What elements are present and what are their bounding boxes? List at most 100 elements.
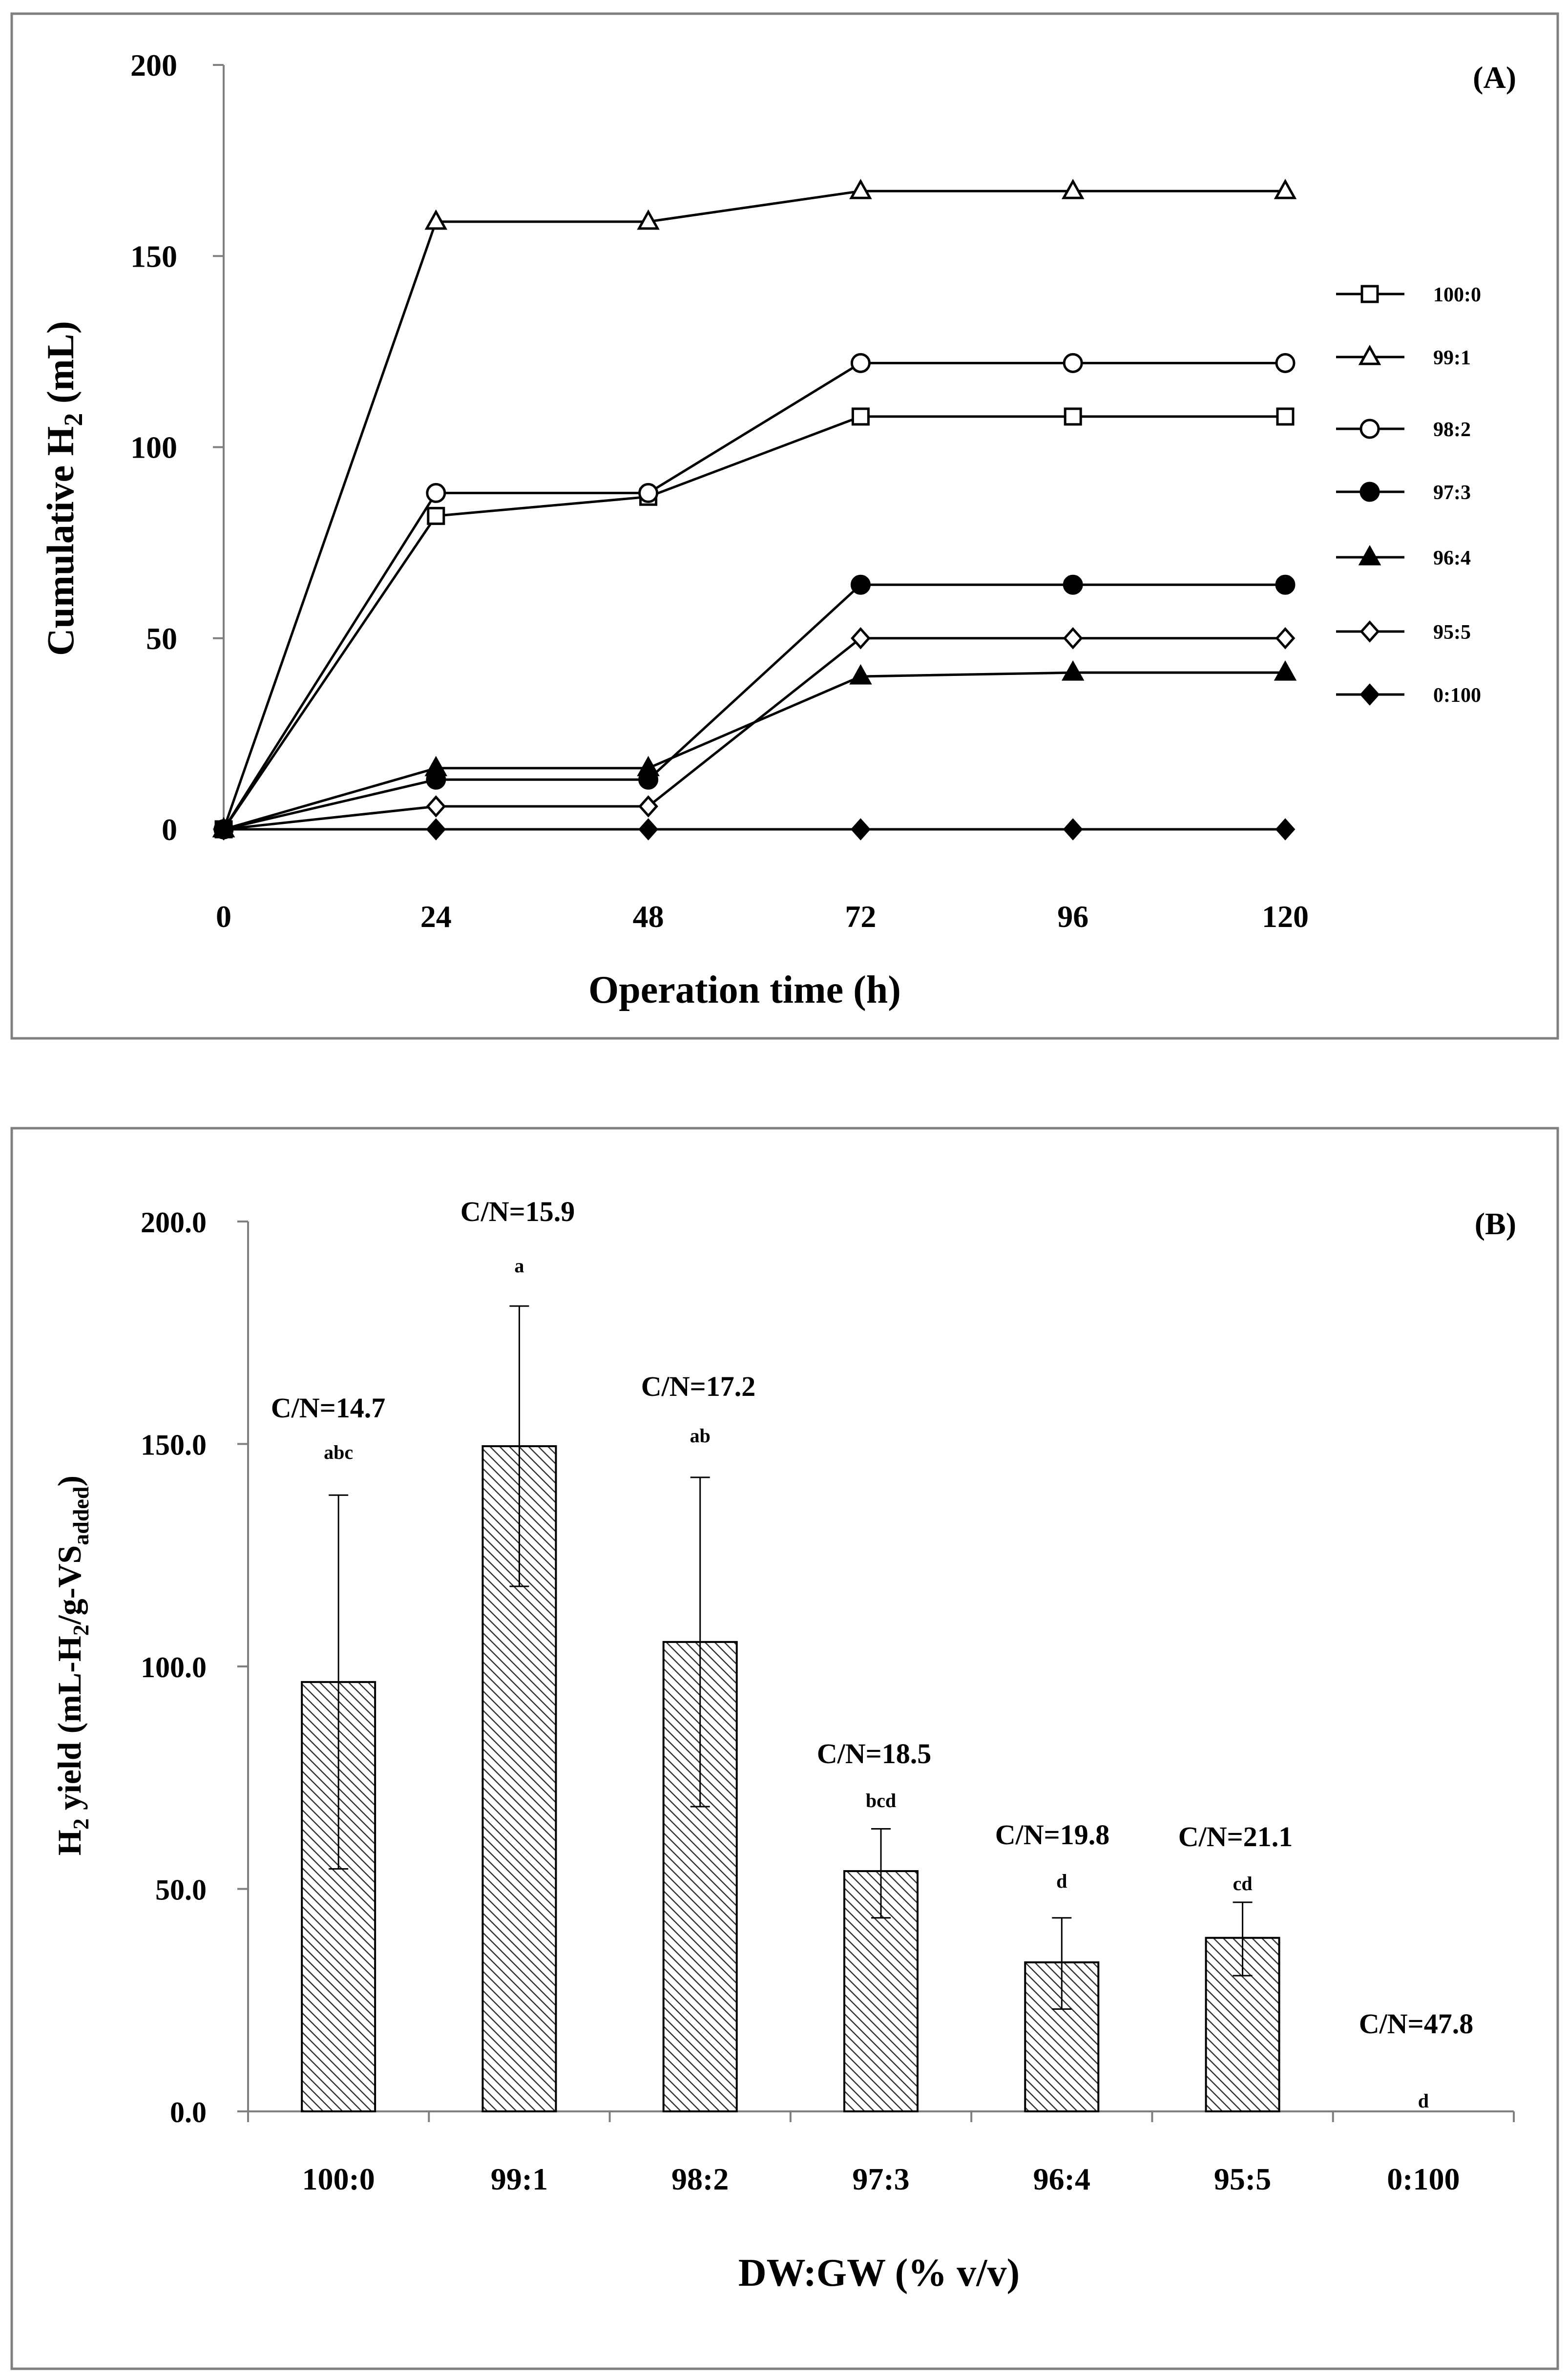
data-point-97-3: [1063, 574, 1083, 595]
cn-ratio-label-0-100: C/N=47.8: [1359, 2008, 1473, 2040]
panel-b-bar-chart: 0.0 50.0 100.0 150.0 200.0 100:0 99:1 98:2 97:3…: [10, 1127, 1559, 2370]
panel-a-y-tick-label: 0: [162, 812, 177, 847]
panel-a-frame: [10, 12, 1559, 1040]
significance-letter-100-0: abc: [324, 1441, 353, 1463]
panel-a-series: [212, 179, 1297, 841]
legend-marker-0-100: [1359, 683, 1380, 706]
legend-label-100-0: 100:0: [1433, 284, 1481, 306]
series-line-96-4: [223, 671, 1285, 831]
data-point-99-1: [1061, 179, 1085, 199]
cn-ratio-label-96-4: C/N=19.8: [995, 1819, 1109, 1851]
panel-a-y-ticks: 0 50 100 150 200: [130, 48, 224, 847]
legend-marker-97-3: [1359, 482, 1380, 502]
cn-ratio-label-99-1: C/N=15.9: [460, 1196, 575, 1227]
data-point-98-2: [850, 353, 871, 373]
data-point-0-100: [426, 818, 446, 841]
data-point-99-1: [849, 179, 872, 199]
panel-a-label: (A): [1473, 60, 1516, 95]
panel-a-x-tick-label: 96: [1057, 899, 1088, 934]
panel-b-bars: C/N=14.7 abc C/N=15.9 a C/N=17.2 ab C/N=18.5 bc…: [271, 1196, 1473, 2113]
data-point-100-0: [1276, 407, 1295, 426]
significance-letter-97-3: bcd: [866, 1790, 896, 1811]
panel-b-x-tick-label: 100:0: [302, 2162, 375, 2196]
data-point-98-2: [1275, 353, 1296, 373]
series-line-100-0: [222, 415, 1285, 830]
data-point-97-3: [850, 574, 871, 595]
panel-a-x-tick-label: 0: [216, 899, 231, 934]
panel-a-y-tick-label: 100: [130, 430, 177, 465]
panel-a-y-tick-label: 50: [146, 621, 177, 656]
legend-marker-98-2: [1359, 419, 1380, 439]
data-point-100-0: [851, 407, 870, 426]
cn-ratio-label-95-5: C/N=21.1: [1178, 1821, 1293, 1853]
data-point-99-1: [424, 209, 448, 230]
panel-b-x-tick-label: 99:1: [491, 2162, 548, 2196]
panel-b-x-axis-title: DW:GW (% v/v): [738, 2252, 1020, 2295]
legend-label-98-2: 98:2: [1433, 419, 1471, 441]
panel-a-legend: 100:0 99:1 98:2 97:3 96:4 95:5 0:100: [1336, 284, 1481, 707]
data-point-100-0: [1064, 407, 1082, 426]
panel-a-x-axis-title: Operation time (h): [588, 969, 901, 1011]
panel-a-x-tick-label: 24: [420, 899, 452, 934]
panel-a-x-ticks: 0 24 48 72 96 120: [216, 829, 1309, 934]
cn-ratio-label-100-0: C/N=14.7: [271, 1392, 385, 1424]
legend-marker-96-4: [1358, 545, 1381, 566]
significance-letter-99-1: a: [514, 1255, 524, 1277]
panel-a-y-tick-label: 150: [130, 239, 177, 274]
data-point-96-4: [1274, 660, 1297, 681]
data-point-95-5: [851, 627, 871, 650]
data-point-0-100: [638, 818, 658, 841]
series-line-99-1: [222, 190, 1285, 830]
data-point-98-2: [638, 483, 659, 503]
significance-letter-96-4: d: [1056, 1870, 1067, 1892]
data-point-0-100: [851, 818, 871, 841]
panel-a-x-tick-label: 48: [633, 899, 664, 934]
data-point-96-4: [849, 664, 872, 685]
panel-b-y-axis-title: H2 yield (mL-H2/g-VSadded): [51, 1475, 93, 1855]
panel-b-y-ticks: 0.0 50.0 100.0 150.0 200.0: [141, 1206, 248, 2128]
data-point-98-2: [426, 483, 446, 503]
data-point-98-2: [1063, 353, 1083, 373]
panel-a-y-axis-title: Cumulative H2 (mL): [39, 321, 88, 656]
significance-letter-0-100: d: [1418, 2090, 1429, 2112]
legend-label-95-5: 95:5: [1433, 621, 1471, 644]
data-point-99-1: [1274, 179, 1297, 199]
series-line-98-2: [222, 361, 1285, 830]
panel-b-x-ticks: 100:0 99:1 98:2 97:3 96:4 95:5 0:100: [247, 2111, 1515, 2196]
data-point-96-4: [1061, 660, 1085, 681]
legend-marker-99-1: [1358, 344, 1381, 365]
data-point-97-3: [1275, 574, 1296, 595]
data-point-96-4: [424, 756, 448, 777]
panel-a-x-tick-label: 72: [845, 899, 876, 934]
data-point-95-5: [1063, 627, 1083, 650]
legend-marker-100-0: [1360, 285, 1379, 303]
legend-label-99-1: 99:1: [1433, 347, 1471, 369]
panel-a-y-tick-label: 200: [130, 48, 177, 83]
data-point-100-0: [427, 506, 445, 525]
data-point-0-100: [1063, 818, 1083, 841]
cn-ratio-label-98-2: C/N=17.2: [641, 1370, 755, 1402]
series-line-97-3: [223, 583, 1285, 831]
panel-a-x-tick-label: 120: [1262, 899, 1309, 934]
data-point-95-5: [1275, 627, 1296, 650]
panel-b-label: (B): [1475, 1206, 1516, 1241]
data-point-0-100: [1275, 818, 1296, 841]
panel-b-frame: [10, 1127, 1559, 2370]
data-point-95-5: [638, 795, 658, 818]
significance-letter-98-2: ab: [690, 1425, 711, 1447]
panel-b-x-tick-label: 0:100: [1387, 2162, 1460, 2196]
panel-b-y-tick-label: 100.0: [141, 1651, 207, 1684]
legend-label-97-3: 97:3: [1433, 482, 1471, 504]
legend-marker-95-5: [1359, 620, 1380, 643]
legend-label-0-100: 0:100: [1433, 684, 1481, 707]
significance-letter-95-5: cd: [1233, 1873, 1253, 1895]
panel-b-y-tick-label: 200.0: [141, 1206, 207, 1239]
panel-b-x-tick-label: 95:5: [1214, 2162, 1271, 2196]
series-line-95-5: [223, 637, 1285, 831]
panel-b-x-tick-label: 97:3: [852, 2162, 909, 2196]
panel-b-y-tick-label: 50.0: [155, 1874, 207, 1906]
data-point-99-1: [637, 209, 660, 230]
panel-b-y-tick-label: 150.0: [141, 1429, 207, 1461]
data-point-96-4: [637, 756, 660, 777]
